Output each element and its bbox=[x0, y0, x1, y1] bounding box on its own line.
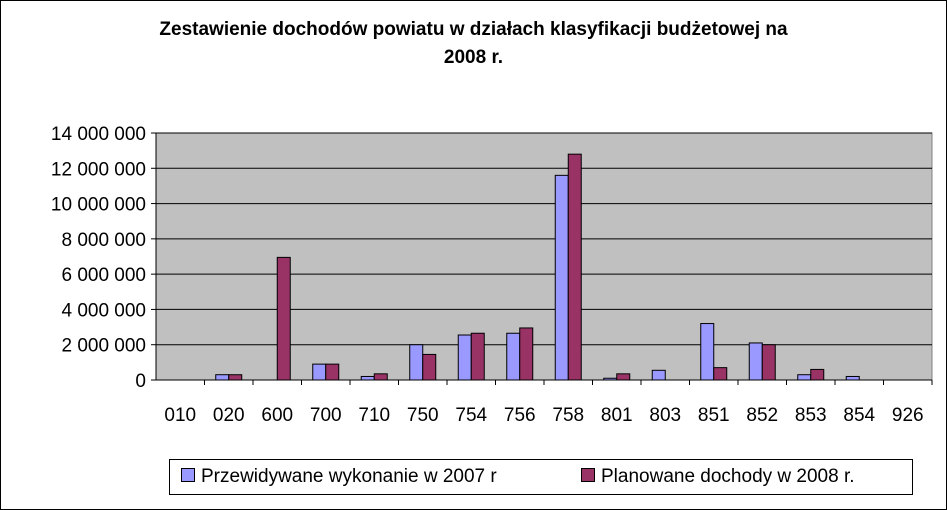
legend-swatch-series-2 bbox=[581, 467, 595, 482]
chart-title-line-1: Zestawienie dochodów powiatu w działach … bbox=[159, 19, 788, 40]
bar-series-2-801 bbox=[616, 373, 631, 381]
bar-series-1-803 bbox=[651, 369, 666, 381]
legend-label-series-1: Przewidywane wykonanie w 2007 r bbox=[201, 466, 497, 487]
x-tick-label: 010 bbox=[164, 405, 196, 426]
chart-title-line-2: 2008 r. bbox=[443, 47, 504, 68]
bar-series-1-854 bbox=[845, 375, 860, 381]
bar-series-2-710 bbox=[373, 373, 388, 381]
x-tick-label: 754 bbox=[455, 405, 487, 426]
legend-swatch-series-1 bbox=[181, 467, 195, 482]
x-tick-label: 758 bbox=[552, 405, 584, 426]
bar-series-1-020 bbox=[215, 374, 230, 381]
bar-series-1-710 bbox=[360, 375, 375, 381]
bar-series-2-853 bbox=[810, 368, 825, 381]
bar-series-2-758 bbox=[567, 153, 582, 381]
bar-series-1-853 bbox=[797, 374, 812, 381]
x-tick-label: 020 bbox=[213, 405, 245, 426]
y-tick-label: 6 000 000 bbox=[61, 265, 146, 286]
bar-series-1-700 bbox=[312, 363, 327, 381]
bar-series-1-754 bbox=[457, 334, 472, 381]
x-tick-label: 710 bbox=[358, 405, 390, 426]
x-tick-label: 854 bbox=[843, 405, 875, 426]
legend-item-series-2: Planowane dochody w 2008 r. bbox=[581, 466, 855, 488]
bar-series-1-756 bbox=[506, 332, 521, 381]
bar-series-2-020 bbox=[228, 374, 243, 381]
x-tick-label: 851 bbox=[698, 405, 730, 426]
y-tick-label: 12 000 000 bbox=[51, 159, 146, 180]
bar-series-2-700 bbox=[325, 363, 340, 381]
bar-series-1-801 bbox=[603, 377, 618, 381]
plot-background bbox=[155, 132, 933, 381]
bar-series-2-851 bbox=[713, 367, 728, 381]
y-tick-label: 0 bbox=[135, 371, 146, 392]
legend-item-series-1: Przewidywane wykonanie w 2007 r bbox=[181, 466, 497, 488]
chart-title: Zestawienie dochodów powiatu w działach … bbox=[0, 16, 947, 72]
legend: Przewidywane wykonanie w 2007 r Planowan… bbox=[169, 459, 913, 495]
y-tick-label: 14 000 000 bbox=[51, 124, 146, 145]
y-tick-label: 8 000 000 bbox=[61, 230, 146, 251]
x-tick-label: 803 bbox=[649, 405, 681, 426]
x-tick-label: 600 bbox=[261, 405, 293, 426]
x-tick-label: 853 bbox=[795, 405, 827, 426]
bar-series-2-750 bbox=[422, 353, 437, 381]
bar-series-2-600 bbox=[276, 256, 291, 381]
bar-series-1-758 bbox=[554, 174, 569, 381]
y-tick-label: 4 000 000 bbox=[61, 300, 146, 321]
bar-series-1-851 bbox=[700, 323, 715, 381]
bar-series-2-756 bbox=[519, 327, 534, 381]
bar-series-1-852 bbox=[748, 342, 763, 381]
bar-series-1-750 bbox=[409, 344, 424, 381]
x-tick-label: 750 bbox=[407, 405, 439, 426]
bar-series-2-754 bbox=[470, 332, 485, 381]
x-tick-label: 700 bbox=[310, 405, 342, 426]
x-tick-label: 801 bbox=[601, 405, 633, 426]
x-tick-label: 852 bbox=[746, 405, 778, 426]
y-tick-label: 2 000 000 bbox=[61, 336, 146, 357]
x-tick-label: 756 bbox=[504, 405, 536, 426]
y-tick-label: 10 000 000 bbox=[51, 195, 146, 216]
legend-label-series-2: Planowane dochody w 2008 r. bbox=[601, 466, 855, 487]
bar-series-2-852 bbox=[761, 344, 776, 381]
x-tick-label: 926 bbox=[892, 405, 924, 426]
